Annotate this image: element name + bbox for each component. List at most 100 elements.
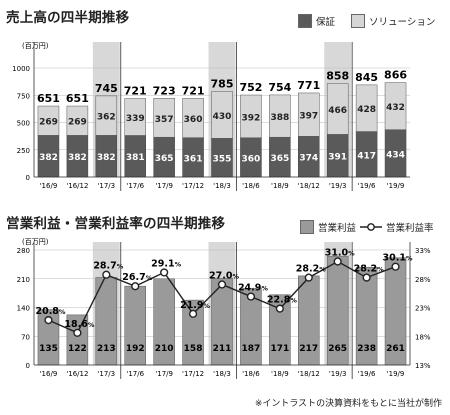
- x-tick-label: '18/6: [242, 370, 260, 378]
- data-label-operating-profit: 211: [213, 344, 232, 354]
- margin-label-unit: %: [232, 273, 239, 281]
- y-tick-label-right: 33%: [415, 247, 431, 255]
- margin-label: 26.7%: [122, 272, 152, 283]
- data-label-total: 721: [124, 85, 147, 98]
- legend-line-icon: [360, 223, 383, 231]
- x-tick-label: '19/3: [329, 182, 347, 190]
- margin-label-unit: %: [290, 297, 297, 305]
- data-label-solution: 388: [270, 113, 289, 123]
- margin-label: 22.8%: [267, 295, 297, 306]
- data-label-solution: 432: [386, 103, 405, 113]
- data-label-solution: 269: [39, 118, 58, 128]
- data-label-total: 752: [239, 81, 262, 94]
- unit-label: (百万円): [22, 238, 49, 246]
- y-tick-label-left: 0: [26, 362, 30, 370]
- profit-chart: (百万円)280 210 140 70 0 33% 28% 23% 18% 13% 135 '16/9…: [17, 238, 431, 379]
- margin-point: [102, 270, 111, 279]
- revenue-chart: (百万円) 1000 750 500 250 0 382 269 651 '16/9 382 269 6…: [12, 42, 410, 191]
- y-tick-label: 1000: [12, 65, 30, 73]
- margin-point: [391, 262, 400, 271]
- data-label-total: 866: [384, 69, 407, 82]
- margin-label-unit: %: [377, 266, 384, 274]
- margin-point: [44, 316, 53, 325]
- legend-label-operating-margin: 営業利益率: [386, 223, 434, 234]
- bar-solution: [298, 92, 320, 137]
- x-tick-label: '17/6: [126, 370, 144, 378]
- legend-label-operating-profit: 営業利益: [318, 223, 357, 234]
- data-label-solution: 430: [213, 112, 232, 122]
- margin-point: [304, 273, 313, 282]
- data-label-total: 721: [182, 84, 205, 97]
- x-tick-label: '16/9: [40, 370, 58, 378]
- margin-label: 20.8%: [35, 306, 65, 317]
- chart1-legend: 保証 ソリューション: [298, 14, 435, 28]
- unit-label: (百万円): [22, 42, 49, 50]
- x-tick-label: '19/3: [329, 370, 347, 378]
- legend-label-solution: ソリューション: [369, 17, 436, 28]
- chart2-title: 営業利益・営業利益率の四半期推移: [6, 216, 226, 232]
- data-label-operating-profit: 217: [299, 344, 318, 354]
- data-label-guarantee: 355: [213, 155, 232, 165]
- data-label-operating-profit: 171: [270, 344, 289, 354]
- x-tick-label: '16/12: [66, 370, 88, 378]
- data-label-total: 651: [37, 92, 60, 105]
- margin-label-unit: %: [117, 263, 124, 271]
- data-label-guarantee: 417: [357, 151, 376, 161]
- legend-swatch-solution: [351, 14, 366, 28]
- y-tick-label: 500: [17, 120, 30, 128]
- legend-swatch-guarantee: [298, 14, 312, 28]
- margin-point: [275, 304, 284, 313]
- y-tick-label-right: 13%: [415, 362, 431, 370]
- data-label-operating-profit: 158: [184, 344, 203, 354]
- margin-label: 28.2%: [296, 264, 326, 275]
- bar-solution: [124, 98, 146, 136]
- margin-label-unit: %: [261, 285, 268, 293]
- data-label-operating-profit: 122: [68, 344, 87, 354]
- data-label-guarantee: 381: [126, 153, 145, 163]
- data-label-solution: 269: [68, 118, 87, 128]
- x-tick-label: '16/12: [66, 182, 88, 190]
- x-tick-label: '16/9: [40, 182, 58, 190]
- margin-label-unit: %: [319, 266, 326, 274]
- bar-solution: [355, 84, 378, 132]
- data-label-solution: 362: [97, 113, 116, 123]
- data-label-guarantee: 365: [155, 154, 174, 164]
- margin-label-unit: %: [59, 308, 66, 316]
- data-label-solution: 357: [155, 115, 174, 125]
- data-label-solution: 466: [328, 106, 347, 116]
- margin-label: 24.9%: [238, 283, 268, 294]
- y-tick-label-left: 280: [17, 247, 30, 255]
- bar-solution: [153, 98, 175, 138]
- data-label-guarantee: 382: [39, 153, 58, 163]
- data-label-operating-profit: 187: [242, 344, 261, 354]
- bar-solution: [384, 82, 407, 130]
- margin-label-unit: %: [204, 302, 211, 310]
- bar-solution: [326, 83, 349, 135]
- data-label-total: 745: [95, 82, 118, 95]
- data-label-operating-profit: 213: [97, 344, 116, 354]
- margin-label: 29.1%: [151, 258, 181, 269]
- x-tick-label: '17/3: [97, 182, 115, 190]
- chart1-title: 売上高の四半期推移: [6, 10, 130, 26]
- margin-label-unit: %: [348, 250, 355, 258]
- data-label-guarantee: 361: [184, 154, 203, 164]
- data-label-solution: 392: [242, 113, 261, 123]
- y-tick-label-left: 210: [17, 276, 30, 284]
- y-tick-label: 250: [17, 147, 30, 155]
- x-tick-label: '17/9: [155, 370, 173, 378]
- x-tick-label: '18/12: [298, 370, 320, 378]
- data-label-total: 771: [297, 79, 320, 92]
- x-tick-label: '19/6: [358, 370, 376, 378]
- bar-solution: [182, 98, 204, 138]
- x-tick-label: '18/9: [271, 370, 289, 378]
- margin-label: 31.0%: [325, 248, 355, 259]
- margin-label-unit: %: [406, 255, 413, 263]
- data-label-guarantee: 382: [97, 153, 116, 163]
- margin-point: [73, 328, 82, 337]
- data-label-total: 785: [211, 77, 234, 90]
- data-label-guarantee: 391: [328, 153, 347, 163]
- x-tick-label: '19/9: [387, 370, 405, 378]
- x-tick-label: '17/12: [182, 370, 204, 378]
- margin-label: 30.1%: [383, 253, 413, 264]
- y-tick-label-right: 23%: [415, 305, 431, 313]
